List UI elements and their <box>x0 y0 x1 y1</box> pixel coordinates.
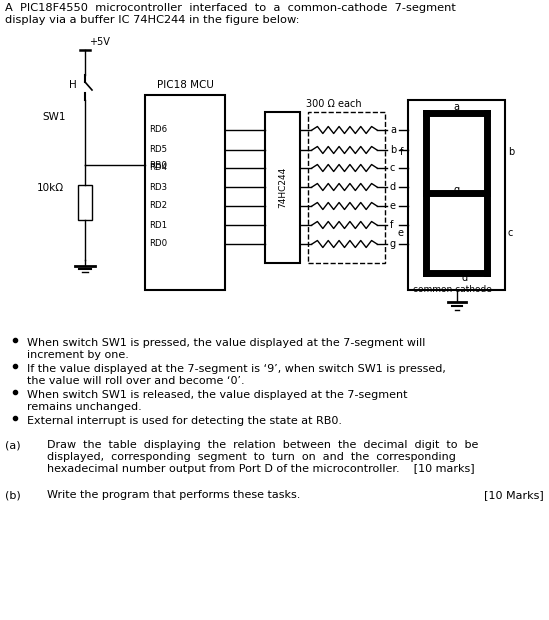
Text: PIC18 MCU: PIC18 MCU <box>156 80 214 90</box>
Text: remains unchanged.: remains unchanged. <box>27 402 142 412</box>
Text: a: a <box>453 102 460 112</box>
Text: c: c <box>508 228 513 238</box>
Text: f: f <box>390 220 394 230</box>
Text: increment by one.: increment by one. <box>27 350 129 360</box>
Text: d: d <box>390 182 396 192</box>
Text: RD0: RD0 <box>149 239 167 249</box>
Text: RD4: RD4 <box>149 164 167 172</box>
Text: the value will roll over and become ‘0’.: the value will roll over and become ‘0’. <box>27 376 245 386</box>
Text: displayed,  corresponding  segment  to  turn  on  and  the  corresponding: displayed, corresponding segment to turn… <box>47 452 456 462</box>
Text: RD2: RD2 <box>149 202 167 211</box>
Text: e: e <box>390 201 396 211</box>
Text: f: f <box>400 147 403 157</box>
Bar <box>78 185 92 220</box>
Text: RD3: RD3 <box>149 182 167 192</box>
Text: 10kΩ: 10kΩ <box>37 183 64 193</box>
Text: When switch SW1 is pressed, the value displayed at the 7-segment will: When switch SW1 is pressed, the value di… <box>27 338 425 348</box>
Text: b: b <box>508 147 514 157</box>
Text: A  PIC18F4550  microcontroller  interfaced  to  a  common-cathode  7-segment: A PIC18F4550 microcontroller interfaced … <box>5 3 456 13</box>
Text: 300 Ω each: 300 Ω each <box>306 99 362 109</box>
Text: Draw  the  table  displaying  the  relation  between  the  decimal  digit  to  b: Draw the table displaying the relation b… <box>47 440 478 450</box>
Text: g: g <box>453 185 460 195</box>
Text: Write the program that performs these tasks.: Write the program that performs these ta… <box>47 490 300 500</box>
Text: (b): (b) <box>5 490 21 500</box>
Text: RD5: RD5 <box>149 146 167 154</box>
Text: External interrupt is used for detecting the state at RB0.: External interrupt is used for detecting… <box>27 416 342 426</box>
Bar <box>265 112 300 263</box>
Text: RB0: RB0 <box>149 161 167 169</box>
Bar <box>408 100 505 290</box>
Text: 74HC244: 74HC244 <box>278 167 287 208</box>
Text: hexadecimal number output from Port D of the microcontroller.    [10 marks]: hexadecimal number output from Port D of… <box>47 464 475 474</box>
Bar <box>145 95 225 290</box>
Text: H: H <box>69 80 77 90</box>
Text: g: g <box>390 239 396 249</box>
Text: common cathode: common cathode <box>413 285 492 294</box>
Bar <box>308 112 385 263</box>
Text: e: e <box>397 228 403 238</box>
Text: d: d <box>462 273 468 283</box>
Text: RD6: RD6 <box>149 125 167 135</box>
Text: b: b <box>390 145 396 155</box>
Text: If the value displayed at the 7-segment is ‘9’, when switch SW1 is pressed,: If the value displayed at the 7-segment … <box>27 364 446 374</box>
Text: RD1: RD1 <box>149 221 167 229</box>
Text: display via a buffer IC 74HC244 in the figure below:: display via a buffer IC 74HC244 in the f… <box>5 15 300 25</box>
Text: SW1: SW1 <box>42 112 65 122</box>
Text: (a): (a) <box>5 440 21 450</box>
Text: c: c <box>390 163 395 173</box>
Text: +5V: +5V <box>89 37 110 47</box>
Text: a: a <box>390 125 396 135</box>
Text: When switch SW1 is released, the value displayed at the 7-segment: When switch SW1 is released, the value d… <box>27 390 407 400</box>
Text: [10 Marks]: [10 Marks] <box>484 490 544 500</box>
